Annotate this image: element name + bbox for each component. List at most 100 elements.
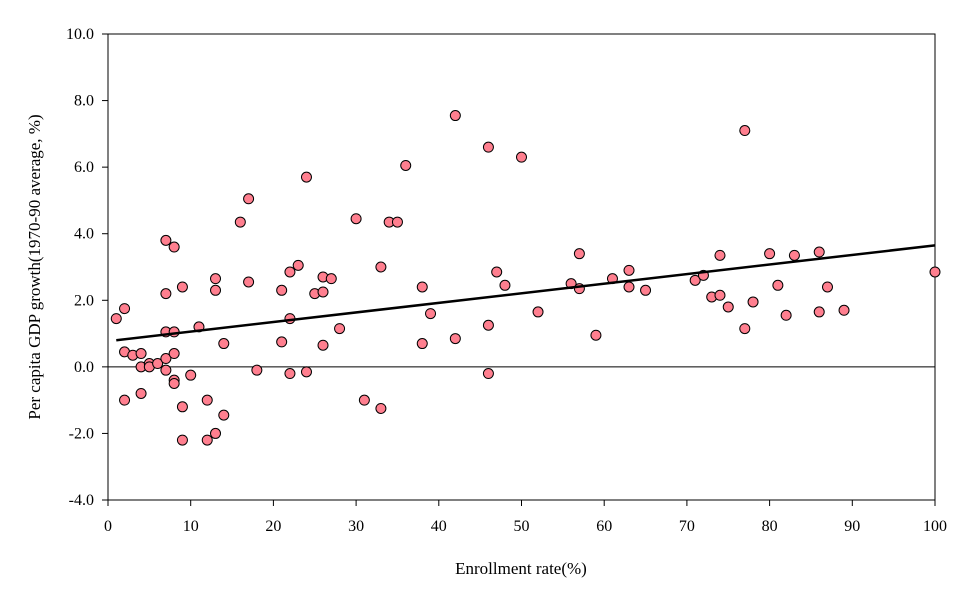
data-point bbox=[135, 387, 147, 399]
data-point bbox=[176, 281, 188, 293]
y-tick-label: 10.0 bbox=[66, 26, 94, 43]
y-tick-label: 8.0 bbox=[74, 93, 94, 110]
data-point bbox=[714, 289, 726, 301]
data-point bbox=[739, 125, 751, 137]
data-points bbox=[110, 110, 941, 446]
data-point bbox=[623, 264, 635, 276]
data-point bbox=[482, 141, 494, 153]
y-tick-label: 6.0 bbox=[74, 159, 94, 176]
data-point bbox=[449, 333, 461, 345]
data-point bbox=[425, 308, 437, 320]
data-point bbox=[821, 281, 833, 293]
data-point bbox=[210, 427, 222, 439]
data-point bbox=[284, 266, 296, 278]
data-point bbox=[276, 336, 288, 348]
y-tick-label: 2.0 bbox=[74, 292, 94, 309]
x-tick-label: 50 bbox=[514, 518, 530, 535]
data-point bbox=[838, 304, 850, 316]
data-point bbox=[375, 402, 387, 414]
data-point bbox=[185, 369, 197, 381]
data-point bbox=[358, 394, 370, 406]
data-point bbox=[590, 329, 602, 341]
x-tick-label: 40 bbox=[431, 518, 447, 535]
data-point bbox=[623, 281, 635, 293]
y-axis-title: Per capita GDP growth(1970-90 average, %… bbox=[25, 114, 44, 419]
data-point bbox=[416, 281, 428, 293]
data-point bbox=[573, 248, 585, 260]
data-point bbox=[300, 366, 312, 378]
plot-area bbox=[107, 33, 936, 501]
data-point bbox=[482, 319, 494, 331]
data-point bbox=[152, 358, 164, 370]
data-point bbox=[160, 364, 172, 376]
data-point bbox=[210, 273, 222, 285]
x-tick-label: 30 bbox=[348, 518, 364, 535]
data-point bbox=[119, 303, 131, 315]
data-point bbox=[400, 159, 412, 171]
data-point bbox=[334, 323, 346, 335]
data-point bbox=[640, 284, 652, 296]
data-point bbox=[482, 368, 494, 380]
data-point bbox=[780, 309, 792, 321]
data-point bbox=[532, 306, 544, 318]
y-tick-label: 0.0 bbox=[74, 359, 94, 376]
data-point bbox=[168, 348, 180, 360]
data-point bbox=[391, 216, 403, 228]
data-point bbox=[218, 409, 230, 421]
data-point bbox=[317, 286, 329, 298]
data-point bbox=[722, 301, 734, 313]
data-point bbox=[788, 249, 800, 261]
y-tick-label: -2.0 bbox=[69, 425, 94, 442]
data-point bbox=[491, 266, 503, 278]
data-point bbox=[714, 249, 726, 261]
x-tick-label: 60 bbox=[596, 518, 612, 535]
data-point bbox=[243, 193, 255, 205]
data-point bbox=[160, 288, 172, 300]
data-point bbox=[176, 401, 188, 413]
data-point bbox=[110, 313, 122, 325]
data-point bbox=[375, 261, 387, 273]
data-point bbox=[176, 434, 188, 446]
data-point bbox=[813, 246, 825, 258]
data-point bbox=[243, 276, 255, 288]
x-tick-label: 90 bbox=[844, 518, 860, 535]
data-point bbox=[168, 241, 180, 253]
x-axis-ticks: 0 10 20 30 40 50 60 70 80 90 100 bbox=[104, 500, 947, 535]
data-point bbox=[317, 339, 329, 351]
data-point bbox=[300, 171, 312, 183]
y-tick-label: 4.0 bbox=[74, 226, 94, 243]
data-point bbox=[772, 279, 784, 291]
y-tick-label: -4.0 bbox=[69, 492, 94, 509]
data-point bbox=[201, 394, 213, 406]
data-point bbox=[284, 368, 296, 380]
data-point bbox=[929, 266, 941, 278]
x-tick-label: 0 bbox=[104, 518, 112, 535]
data-point bbox=[516, 151, 527, 163]
data-point bbox=[449, 110, 461, 122]
data-point bbox=[119, 394, 131, 406]
data-point bbox=[813, 306, 825, 318]
data-point bbox=[218, 338, 230, 350]
x-axis-title: Enrollment rate(%) bbox=[455, 559, 587, 578]
data-point bbox=[234, 216, 246, 228]
data-point bbox=[292, 259, 304, 271]
data-point bbox=[160, 353, 172, 365]
x-tick-label: 10 bbox=[183, 518, 199, 535]
x-tick-label: 70 bbox=[679, 518, 695, 535]
data-point bbox=[764, 248, 776, 260]
trendline bbox=[116, 244, 936, 342]
data-point bbox=[160, 234, 172, 246]
data-point bbox=[499, 279, 511, 291]
data-point bbox=[135, 348, 147, 360]
data-point bbox=[201, 434, 213, 446]
data-point bbox=[739, 323, 751, 335]
data-point bbox=[747, 296, 759, 308]
x-tick-label: 80 bbox=[762, 518, 778, 535]
data-point bbox=[689, 274, 701, 286]
data-point bbox=[276, 284, 288, 296]
y-axis-ticks: -4.0 -2.0 0.0 2.0 4.0 6.0 8.0 10.0 bbox=[66, 26, 108, 509]
data-point bbox=[168, 378, 180, 389]
data-point bbox=[251, 364, 263, 376]
data-point bbox=[325, 273, 337, 285]
